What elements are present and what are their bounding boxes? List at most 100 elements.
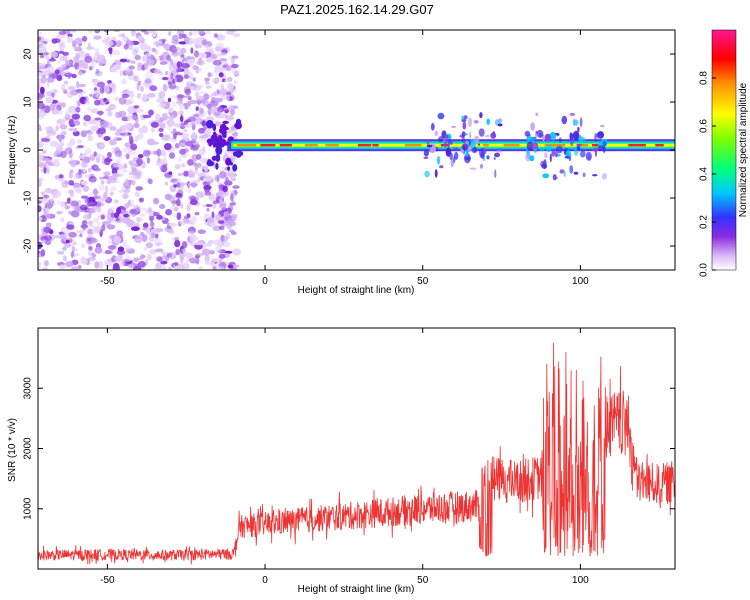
- heatmap-noise-blob: [176, 99, 181, 106]
- heatmap-noise-blob: [80, 180, 88, 186]
- heatmap-noise-blob: [96, 81, 105, 88]
- heatmap-noise-blob: [218, 72, 224, 78]
- heatmap-disturbance-blob: [591, 148, 599, 152]
- heatmap-disturbance-blob: [461, 143, 469, 151]
- heatmap-disturbance-blob: [497, 123, 503, 127]
- heatmap-disturbance-blob: [569, 132, 573, 140]
- heatmap-noise-blob: [133, 105, 140, 109]
- heatmap-noise-blob: [60, 202, 68, 208]
- heatmap-noise-blob: [160, 251, 169, 255]
- heatmap-disturbance-blob: [549, 131, 557, 141]
- heatmap-noise-blob: [51, 38, 58, 44]
- heatmap-noise-blob: [124, 153, 131, 159]
- heatmap-noise-blob: [118, 33, 124, 38]
- heatmap-noise-blob: [195, 95, 204, 101]
- heatmap-noise-blob: [137, 260, 146, 268]
- heatmap-noise-blob: [188, 71, 194, 80]
- heatmap-noise-blob: [88, 220, 93, 227]
- heatmap-noise-blob: [80, 257, 89, 265]
- heatmap-noise-blob: [154, 248, 164, 253]
- heatmap-disturbance-blob: [524, 130, 531, 137]
- heatmap-noise-blob: [167, 81, 173, 86]
- heatmap-noise-blob: [77, 99, 81, 107]
- heatmap-noise-blob: [119, 69, 124, 77]
- heatmap-noise-blob: [103, 171, 111, 176]
- heatmap-noise-blob: [71, 245, 75, 254]
- heatmap-noise-blob: [62, 51, 69, 56]
- heatmap-noise-blob: [92, 188, 98, 196]
- heatmap-noise-blob: [212, 225, 222, 232]
- heatmap-disturbance-blob: [573, 171, 579, 175]
- heatmap-noise-blob: [93, 205, 97, 214]
- heatmap-noise-blob: [165, 208, 173, 216]
- heatmap-noise-blob: [86, 46, 95, 50]
- heatmap-noise-blob: [75, 106, 81, 113]
- heatmap-noise-blob: [73, 174, 79, 180]
- heatmap-noise-blob: [191, 182, 197, 188]
- heatmap-noise-blob: [194, 120, 203, 126]
- heatmap-noise-blob: [178, 156, 182, 163]
- heatmap-disturbance-blob: [564, 155, 570, 159]
- heatmap-noise-blob: [125, 178, 129, 186]
- heatmap-noise-blob: [94, 99, 101, 106]
- heatmap-noise-blob: [204, 77, 210, 82]
- heatmap-noise-blob: [154, 233, 159, 239]
- heatmap-noise-blob: [50, 197, 54, 202]
- heatmap-noise-blob: [128, 135, 133, 142]
- heatmap-noise-blob: [52, 190, 62, 198]
- heatmap-noise-blob: [193, 50, 200, 58]
- heatmap-noise-blob: [213, 33, 219, 38]
- heatmap-noise-blob: [40, 236, 49, 241]
- heatmap-noise-blob: [195, 154, 202, 160]
- heatmap-boundary-blob: [222, 120, 229, 124]
- heatmap-noise-blob: [137, 35, 143, 40]
- heatmap-noise-blob: [173, 77, 177, 82]
- heatmap-x-axis: -50 0 50 100: [100, 30, 589, 287]
- heatmap-disturbance-blob: [577, 126, 580, 133]
- heatmap-noise-blob: [155, 113, 161, 121]
- heatmap-noise-blob: [80, 204, 88, 211]
- heatmap-noise-blob: [196, 59, 205, 66]
- heatmap-boundary-blob: [232, 164, 238, 172]
- heatmap-noise-blob: [168, 222, 177, 227]
- heatmap-noise-blob: [226, 96, 230, 101]
- heatmap-noise-blob: [74, 37, 83, 45]
- heatmap-noise-blob: [40, 249, 46, 257]
- heatmap-noise-blob: [229, 216, 237, 222]
- heatmap-noise-blob: [199, 107, 204, 115]
- heatmap-noise-blob: [229, 202, 237, 206]
- heatmap-disturbance-blob: [530, 136, 535, 142]
- heatmap-noise-blob: [91, 229, 97, 234]
- heatmap-noise-blob: [114, 96, 120, 102]
- heatmap-y-tick-label: -20: [23, 238, 34, 253]
- heatmap-disturbance-blob: [544, 152, 548, 159]
- heatmap-noise-blob: [94, 246, 103, 254]
- heatmap-noise-blob: [55, 146, 64, 153]
- heatmap-noise-blob: [192, 65, 198, 71]
- heatmap-noise-blob: [231, 70, 240, 75]
- heatmap-boundary-blob: [232, 151, 238, 157]
- heatmap-line-red-core: [260, 144, 276, 147]
- heatmap-line-red-core: [279, 144, 292, 147]
- heatmap-noise-blob: [223, 211, 230, 217]
- heatmap-disturbance-blob: [572, 130, 580, 141]
- heatmap-noise-blob: [38, 216, 43, 222]
- heatmap-disturbance-blob: [429, 149, 433, 153]
- heatmap-noise-blob: [216, 175, 220, 183]
- heatmap-noise-blob: [99, 86, 105, 94]
- heatmap-noise-blob: [201, 204, 207, 208]
- heatmap-noise-blob: [234, 250, 239, 256]
- heatmap-noise-blob: [206, 207, 210, 212]
- heatmap-noise-blob: [132, 171, 140, 176]
- heatmap-noise-blob: [38, 72, 43, 78]
- heatmap-noise-blob: [164, 70, 169, 76]
- heatmap-noise-blob: [109, 191, 114, 196]
- heatmap-noise-blob: [130, 143, 138, 151]
- heatmap-disturbance-blob: [536, 129, 544, 138]
- heatmap-noise-blob: [219, 58, 227, 62]
- snr-y-axis-label: SNR (10 * v/v): [7, 418, 18, 482]
- heatmap-disturbance-blob: [597, 145, 604, 151]
- heatmap-line-red-core: [628, 144, 646, 147]
- heatmap-disturbance-blob: [558, 137, 562, 143]
- heatmap-line-red-core: [372, 144, 379, 147]
